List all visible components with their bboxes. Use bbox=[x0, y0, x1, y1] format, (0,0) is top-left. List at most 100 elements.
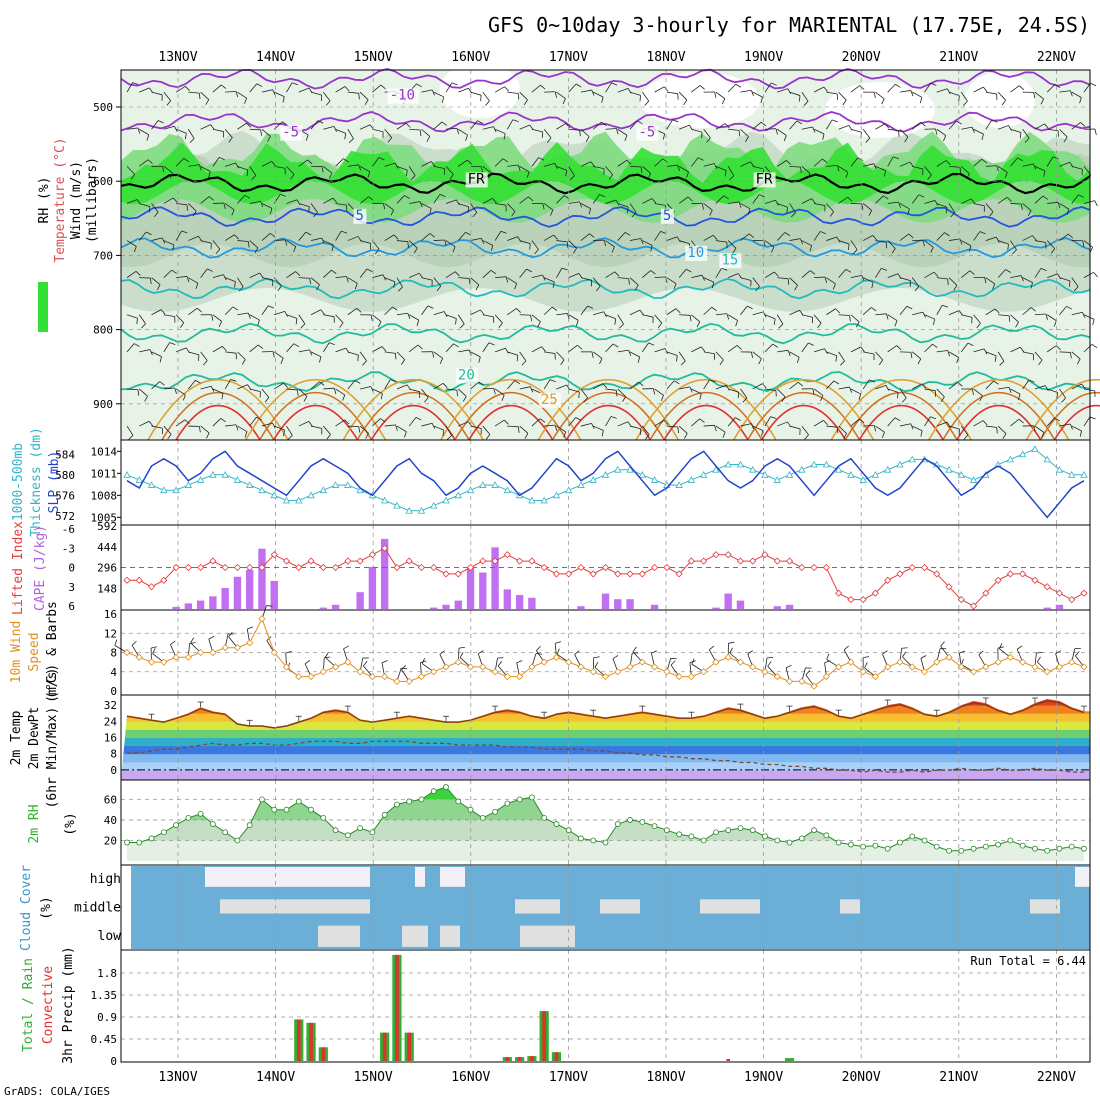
wind-barb-flag bbox=[983, 348, 988, 355]
wind-barb bbox=[1071, 91, 1082, 98]
wind-barb bbox=[495, 276, 507, 279]
surface-wind-barb-flag bbox=[632, 646, 637, 652]
wind-barb bbox=[961, 166, 970, 175]
wind-barb bbox=[507, 203, 516, 212]
convective-precip-bar bbox=[542, 1011, 546, 1061]
wind-barb bbox=[911, 122, 922, 130]
cape-bar bbox=[712, 607, 720, 609]
wind-barb bbox=[1034, 351, 1043, 361]
wind-barb bbox=[519, 268, 527, 278]
wind-barb-flag bbox=[1030, 282, 1033, 289]
lifted-index-line-point bbox=[319, 563, 327, 572]
wind-barb-flag bbox=[958, 95, 960, 102]
wind-barb bbox=[826, 91, 838, 95]
thickness-line-point bbox=[945, 465, 953, 473]
wind-barb bbox=[139, 420, 150, 427]
wind-barb bbox=[151, 277, 161, 285]
cape-bar bbox=[773, 606, 781, 609]
wind-barb bbox=[740, 423, 752, 427]
wind-barb bbox=[813, 128, 825, 135]
wind-speed-line-point bbox=[1006, 653, 1014, 661]
wind-barb bbox=[1046, 240, 1055, 249]
wind-barb bbox=[1047, 201, 1059, 204]
wind-barb bbox=[543, 234, 554, 241]
wind-barb bbox=[899, 423, 911, 427]
wind-barb bbox=[347, 351, 359, 356]
wind-barb bbox=[776, 314, 784, 325]
wind-barb bbox=[1046, 156, 1054, 167]
wind-barb bbox=[556, 351, 565, 361]
wind-speed-line-point bbox=[1080, 663, 1088, 671]
wind-barb bbox=[1022, 379, 1030, 390]
wind-barb-flag bbox=[566, 313, 570, 320]
wind-barb bbox=[936, 128, 947, 136]
wind-barb-flag bbox=[800, 167, 802, 174]
wind-barb bbox=[1083, 314, 1095, 320]
wind-barb-flag bbox=[357, 355, 359, 362]
wind-barb-flag bbox=[930, 416, 937, 420]
wind-barb-flag bbox=[787, 278, 790, 285]
wind-barb bbox=[224, 203, 235, 211]
low-level-isotherm bbox=[244, 378, 387, 441]
temp-panel-label: 2m Temp bbox=[9, 710, 24, 765]
wind-barb bbox=[163, 166, 173, 174]
wind-barb bbox=[138, 314, 146, 325]
surface-wind-barb-flag bbox=[401, 667, 408, 670]
wind-barb-flag bbox=[591, 423, 595, 429]
wind-barb bbox=[212, 157, 220, 167]
wind-barb-flag bbox=[603, 311, 607, 318]
lifted-index-line-point bbox=[381, 544, 389, 552]
wind-barb bbox=[666, 351, 678, 356]
wind-barb-flag bbox=[220, 84, 227, 89]
wind-barb-flag bbox=[701, 275, 705, 281]
lifted-index-line-point bbox=[712, 551, 720, 559]
wind-barb-flag bbox=[441, 121, 447, 126]
wind-barb bbox=[752, 91, 763, 98]
wind-barb-flag bbox=[772, 343, 779, 348]
wind-barb bbox=[666, 91, 678, 95]
wind-barb-flag bbox=[341, 230, 348, 234]
wind-barb bbox=[899, 90, 911, 93]
wind-speed-line-point bbox=[454, 658, 462, 666]
low-level-isotherm bbox=[356, 391, 470, 441]
surface-wind-barb-flag bbox=[516, 660, 523, 664]
wind-barb bbox=[728, 201, 740, 204]
rh-line-point bbox=[492, 808, 498, 815]
wind-barb bbox=[740, 161, 751, 167]
contour-label-bg bbox=[538, 392, 561, 408]
wind-barb-flag bbox=[264, 397, 270, 403]
wind-barb bbox=[335, 347, 347, 353]
wind-barb-flag bbox=[260, 129, 262, 136]
wind-barb-flag bbox=[419, 129, 422, 137]
cloud-clear-middle bbox=[1030, 899, 1060, 914]
wind-barb-flag bbox=[1005, 269, 1011, 273]
wind-barb-flag bbox=[565, 123, 571, 129]
wind-barb-flag bbox=[405, 122, 411, 128]
cape-bar bbox=[491, 547, 499, 609]
wind-barb bbox=[678, 268, 687, 278]
wind-barb bbox=[789, 425, 801, 430]
temp-tick-label: 24 bbox=[104, 715, 118, 728]
wind-tick-label: 4 bbox=[110, 666, 117, 679]
wind-barb bbox=[948, 425, 960, 430]
wind-barb-flag bbox=[735, 320, 738, 327]
wind-barb-flag bbox=[930, 247, 934, 253]
wind-barb bbox=[789, 351, 800, 358]
rh-line-point bbox=[774, 837, 781, 844]
wind-barb-flag bbox=[480, 309, 485, 315]
wind-barb bbox=[911, 194, 920, 204]
wind-barb bbox=[740, 203, 751, 210]
lifted-index-line-point bbox=[430, 563, 438, 572]
wind-barb bbox=[531, 314, 541, 322]
wind-barb bbox=[175, 314, 185, 323]
wind-barb bbox=[666, 277, 677, 284]
lifted-index-line-point bbox=[466, 563, 475, 572]
wind-barb-flag bbox=[1019, 132, 1022, 139]
isotherm bbox=[120, 111, 1091, 133]
wind-barb bbox=[764, 388, 776, 391]
wind-barb-flag bbox=[976, 323, 981, 329]
wind-barb-flag bbox=[628, 278, 630, 285]
cape-tick-label: 444 bbox=[97, 541, 117, 554]
wind-barb bbox=[875, 195, 884, 204]
wind-barb bbox=[335, 276, 347, 279]
